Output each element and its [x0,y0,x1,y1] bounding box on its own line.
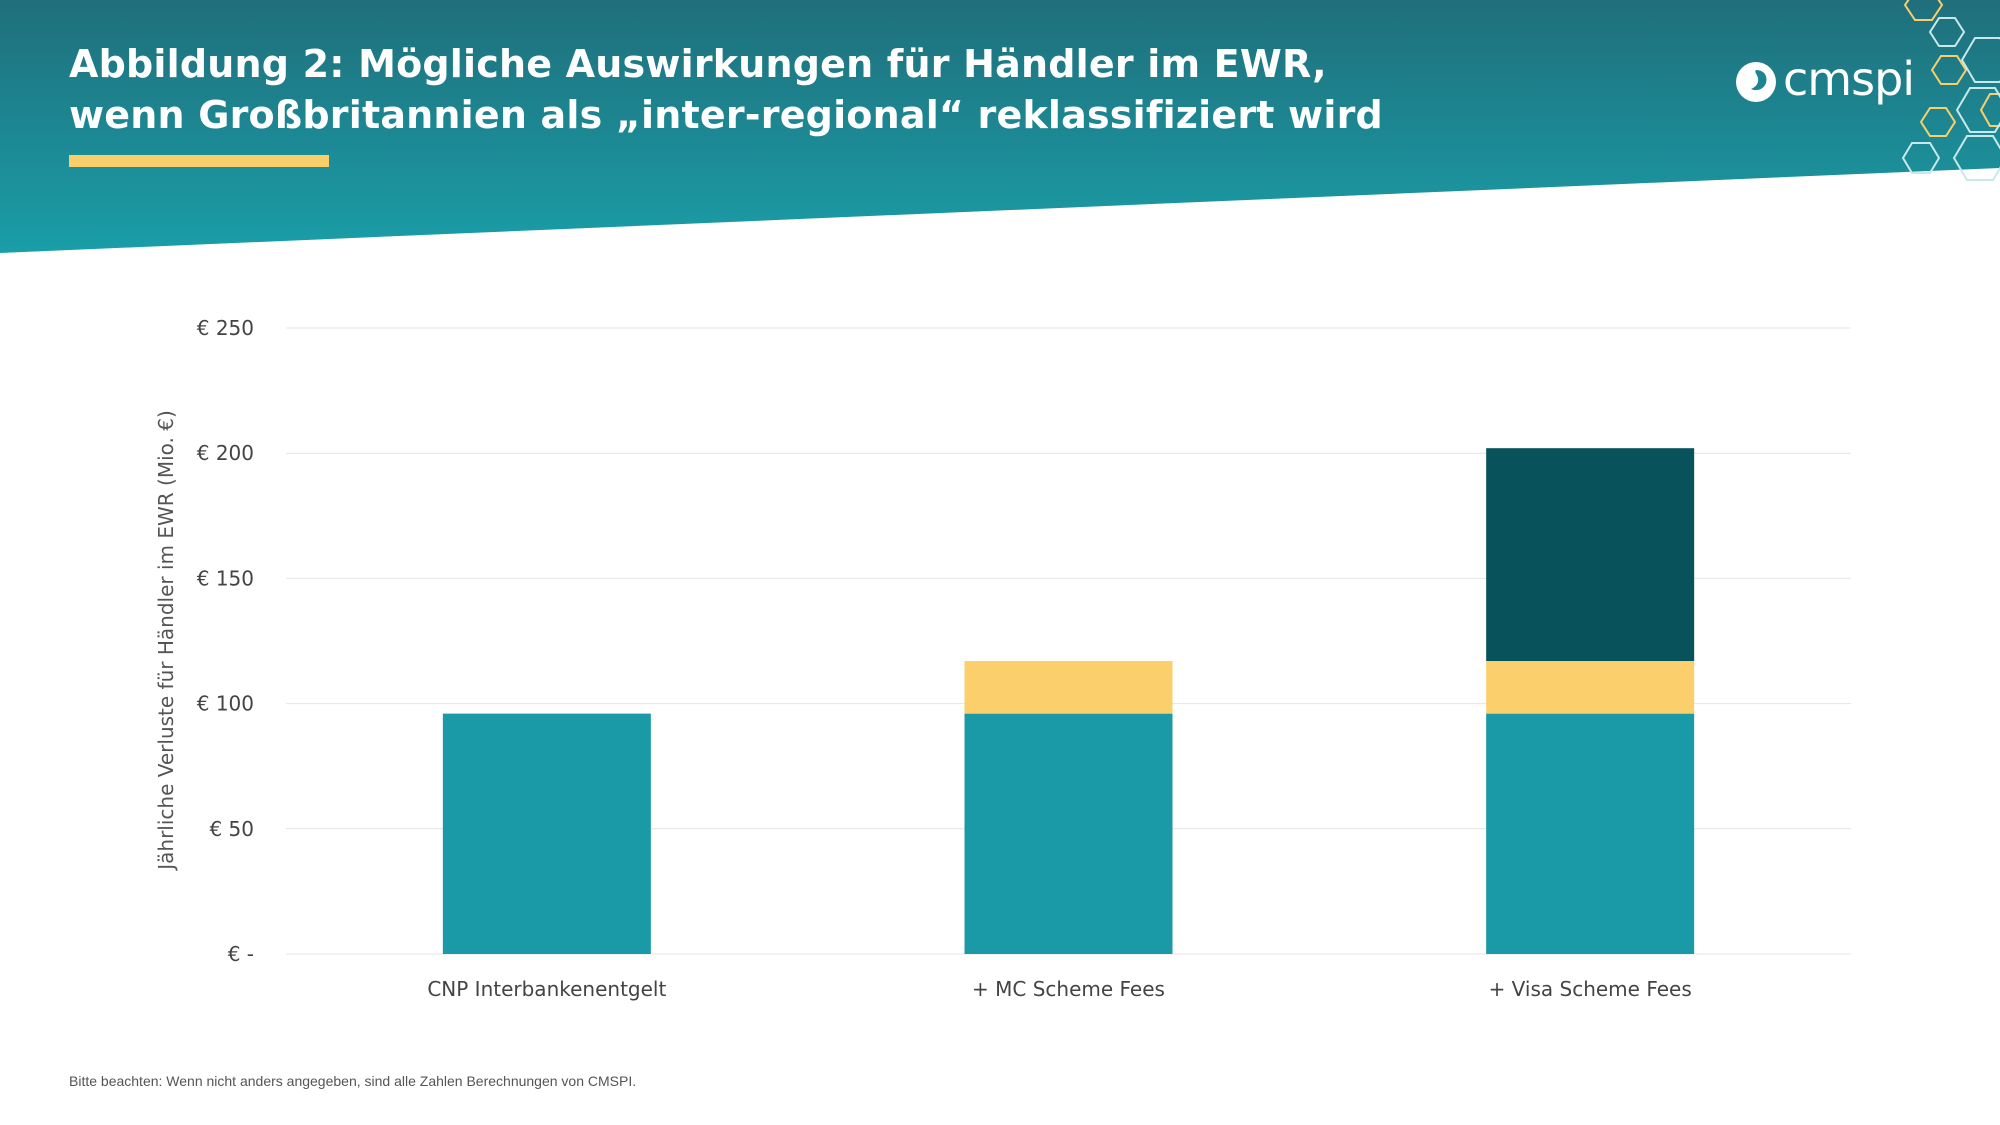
y-tick-label: € 200 [197,441,254,465]
bar-segment-series-1 [964,713,1173,954]
y-tick-label: € - [228,942,254,966]
y-tick-label: € 50 [209,817,254,841]
y-axis-label: Jährliche Verluste für Händler im EWR (M… [154,410,178,872]
chart-bars [442,448,1695,954]
y-tick-label: € 100 [197,692,254,716]
hexagon-pattern [1903,0,2000,137]
bar-segment-series-1 [442,713,651,954]
title-accent-bar [69,155,329,167]
y-axis-ticks: € - € 50 € 100 € 150 € 200 € 250 [197,316,254,966]
header-banner [0,0,2000,253]
x-tick-label: + MC Scheme Fees [972,977,1165,1001]
x-tick-label: CNP Interbankenentgelt [427,977,666,1001]
page-title-line-1: Abbildung 2: Mögliche Auswirkungen für H… [69,42,1327,86]
bar-segment-series-2 [1486,661,1695,714]
page-title-line-2: wenn Großbritannien als „inter-regional“… [69,93,1383,137]
x-tick-label: + Visa Scheme Fees [1489,977,1692,1001]
stacked-bar-chart: € - € 50 € 100 € 150 € 200 € 250 CNP Interban… [154,316,1851,1001]
y-tick-label: € 250 [197,316,254,340]
footnote: Bitte beachten: Wenn nicht anders angege… [69,1073,637,1089]
cmspi-logo-icon [1736,62,1776,102]
cmspi-logo-text: cmspi [1783,52,1915,106]
bar-segment-series-3 [1486,448,1695,662]
bar-segment-series-2 [964,661,1173,714]
y-tick-label: € 150 [197,566,254,590]
bar-segment-series-1 [1486,713,1695,954]
x-axis-ticks: CNP Interbankenentgelt + MC Scheme Fees + … [427,977,1691,1001]
